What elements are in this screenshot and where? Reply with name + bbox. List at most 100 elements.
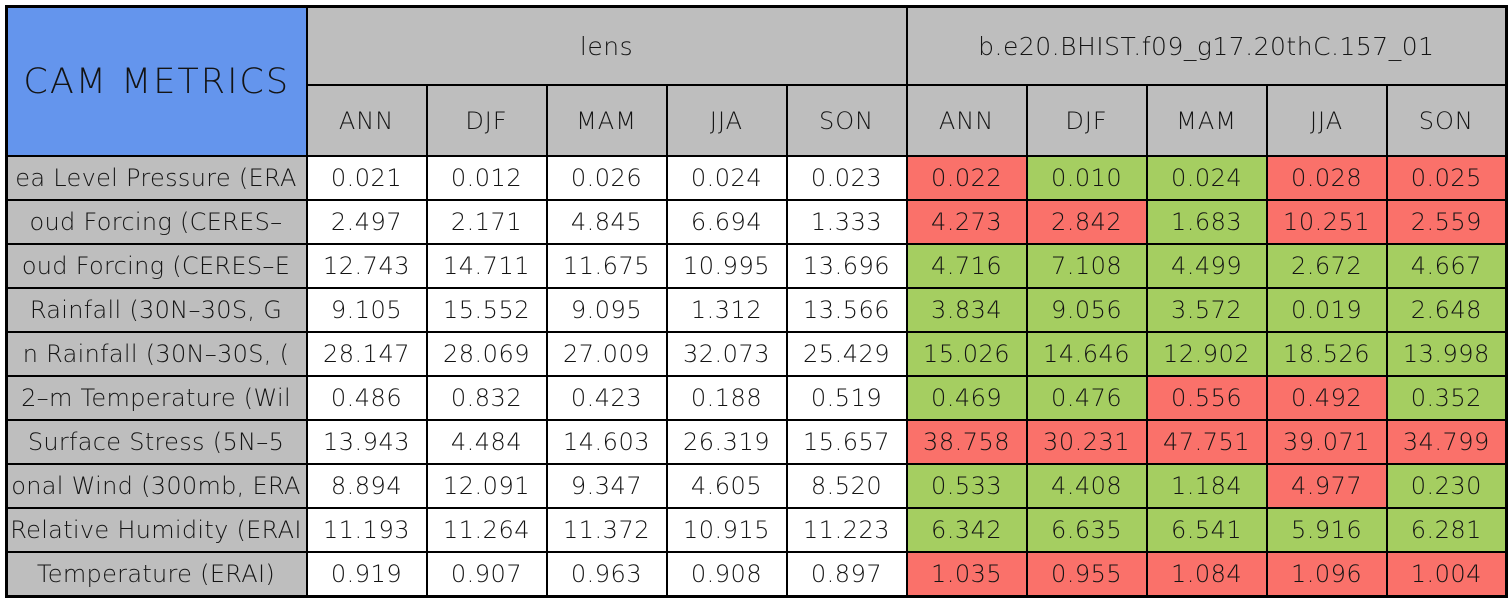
row-label-text: Temperature (ERAI) — [36, 560, 276, 588]
lens-value-cell: 6.694 — [665, 199, 788, 245]
table-row: Relative Humidity (ERAI 11.193 11.264 11.37… — [5, 507, 1508, 553]
lens-value-cell: 9.095 — [545, 287, 668, 333]
lens-value-cell: 8.894 — [305, 463, 428, 509]
case-value-cell: 0.019 — [1265, 287, 1388, 333]
case-value-cell: 0.492 — [1265, 375, 1388, 421]
case-value-cell: 3.834 — [905, 287, 1028, 333]
case-value-cell: 0.025 — [1385, 155, 1508, 201]
season-header-lens-mam: MAM — [545, 84, 668, 157]
lens-value-cell: 14.603 — [545, 419, 668, 465]
case-value-cell: 12.902 — [1145, 331, 1268, 377]
season-header-row: ANN DJF MAM JJA SON ANN DJF MAM JJA SON — [7, 84, 1508, 157]
row-label: n Rainfall (30N–30S, ( — [5, 331, 308, 377]
case-value-cell: 6.342 — [905, 507, 1028, 553]
lens-value-cell: 0.012 — [425, 155, 548, 201]
cam-metrics-table: CAM METRICS lens b.e20.BHIST.f09_g17.20t… — [5, 5, 1509, 598]
season-header-case-djf: DJF — [1025, 84, 1148, 157]
row-label-text: oud Forcing (CERES–E — [21, 252, 291, 280]
case-value-cell: 4.977 — [1265, 463, 1388, 509]
table-title: CAM METRICS — [5, 5, 308, 157]
lens-value-cell: 12.743 — [305, 243, 428, 289]
case-value-cell: 15.026 — [905, 331, 1028, 377]
case-value-cell: 0.556 — [1145, 375, 1268, 421]
case-value-cell: 1.035 — [905, 551, 1028, 598]
column-group-lens: lens — [305, 5, 908, 86]
lens-value-cell: 28.069 — [425, 331, 548, 377]
lens-value-cell: 0.908 — [665, 551, 788, 598]
lens-value-cell: 27.009 — [545, 331, 668, 377]
case-value-cell: 6.541 — [1145, 507, 1268, 553]
season-header-lens-ann: ANN — [305, 84, 428, 157]
lens-value-cell: 0.897 — [785, 551, 908, 598]
lens-value-cell: 25.429 — [785, 331, 908, 377]
group-header-row: CAM METRICS lens b.e20.BHIST.f09_g17.20t… — [5, 5, 1508, 157]
case-value-cell: 2.648 — [1385, 287, 1508, 333]
season-header-case-jja: JJA — [1265, 84, 1388, 157]
lens-value-cell: 11.372 — [545, 507, 668, 553]
case-value-cell: 47.751 — [1145, 419, 1268, 465]
table-row: Surface Stress (5N–5 13.943 4.484 14.603 26.… — [5, 419, 1508, 465]
lens-value-cell: 32.073 — [665, 331, 788, 377]
season-header-lens-jja: JJA — [665, 84, 788, 157]
table-row: oud Forcing (CERES–E 12.743 14.711 11.675 10… — [5, 243, 1508, 289]
case-value-cell: 6.635 — [1025, 507, 1148, 553]
lens-value-cell: 28.147 — [305, 331, 428, 377]
row-label: Surface Stress (5N–5 — [5, 419, 308, 465]
case-value-cell: 1.096 — [1265, 551, 1388, 598]
season-header-case-ann: ANN — [905, 84, 1028, 157]
case-value-cell: 1.084 — [1145, 551, 1268, 598]
case-value-cell: 4.273 — [905, 199, 1028, 245]
case-value-cell: 1.184 — [1145, 463, 1268, 509]
lens-value-cell: 11.193 — [305, 507, 428, 553]
lens-value-cell: 0.188 — [665, 375, 788, 421]
lens-value-cell: 11.223 — [785, 507, 908, 553]
case-value-cell: 18.526 — [1265, 331, 1388, 377]
lens-value-cell: 13.943 — [305, 419, 428, 465]
case-value-cell: 7.108 — [1025, 243, 1148, 289]
row-label-text: ea Level Pressure (ERA — [15, 164, 297, 192]
lens-value-cell: 15.552 — [425, 287, 548, 333]
row-label: onal Wind (300mb, ERA — [5, 463, 308, 509]
lens-value-cell: 0.024 — [665, 155, 788, 201]
case-value-cell: 30.231 — [1025, 419, 1148, 465]
lens-value-cell: 0.963 — [545, 551, 668, 598]
lens-value-cell: 2.171 — [425, 199, 548, 245]
lens-value-cell: 12.091 — [425, 463, 548, 509]
case-value-cell: 1.683 — [1145, 199, 1268, 245]
lens-value-cell: 0.423 — [545, 375, 668, 421]
row-label-text: Rainfall (30N–30S, G — [29, 296, 283, 324]
case-value-cell: 5.916 — [1265, 507, 1388, 553]
table-row: ea Level Pressure (ERA 0.021 0.012 0.026 0.0… — [5, 155, 1508, 201]
lens-value-cell: 4.845 — [545, 199, 668, 245]
row-label: 2–m Temperature (Wil — [5, 375, 308, 421]
lens-value-cell: 0.832 — [425, 375, 548, 421]
case-value-cell: 4.667 — [1385, 243, 1508, 289]
case-value-cell: 3.572 — [1145, 287, 1268, 333]
row-label-text: 2–m Temperature (Wil — [21, 384, 291, 412]
case-value-cell: 39.071 — [1265, 419, 1388, 465]
case-value-cell: 0.476 — [1025, 375, 1148, 421]
case-value-cell: 1.004 — [1385, 551, 1508, 598]
case-value-cell: 2.672 — [1265, 243, 1388, 289]
case-value-cell: 0.533 — [905, 463, 1028, 509]
lens-value-cell: 10.915 — [665, 507, 788, 553]
lens-value-cell: 0.486 — [305, 375, 428, 421]
row-label: oud Forcing (CERES– — [5, 199, 308, 245]
table-row: Temperature (ERAI) 0.919 0.907 0.963 0.908 0.… — [5, 551, 1508, 598]
lens-value-cell: 13.566 — [785, 287, 908, 333]
case-value-cell: 0.352 — [1385, 375, 1508, 421]
row-label: Temperature (ERAI) — [5, 551, 308, 598]
case-value-cell: 0.010 — [1025, 155, 1148, 201]
row-label: Rainfall (30N–30S, G — [5, 287, 308, 333]
case-value-cell: 6.281 — [1385, 507, 1508, 553]
case-value-cell: 4.408 — [1025, 463, 1148, 509]
case-value-cell: 4.716 — [905, 243, 1028, 289]
table-row: Rainfall (30N–30S, G 9.105 15.552 9.095 1.31… — [5, 287, 1508, 333]
case-value-cell: 14.646 — [1025, 331, 1148, 377]
table-row: 2–m Temperature (Wil 0.486 0.832 0.423 0.188… — [5, 375, 1508, 421]
row-label: oud Forcing (CERES–E — [5, 243, 308, 289]
row-label-text: Relative Humidity (ERAI — [10, 516, 302, 544]
case-value-cell: 9.056 — [1025, 287, 1148, 333]
case-value-cell: 38.758 — [905, 419, 1028, 465]
lens-value-cell: 4.484 — [425, 419, 548, 465]
